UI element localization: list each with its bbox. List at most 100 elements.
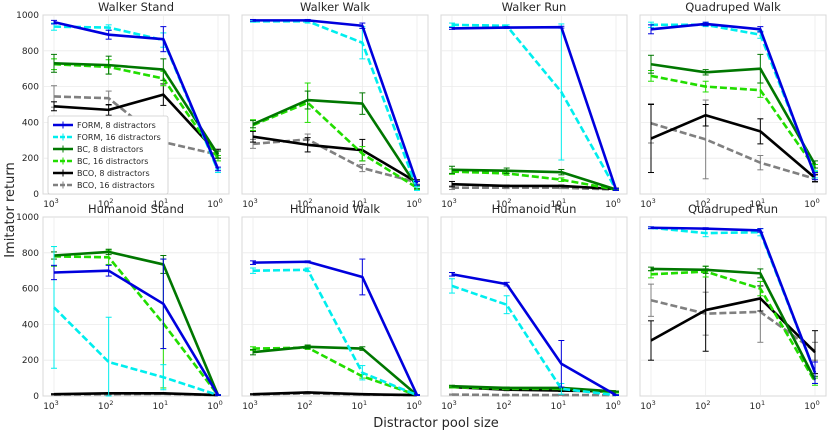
- error-bar: [757, 155, 764, 171]
- error-bar: [503, 167, 510, 174]
- error-bar: [359, 146, 366, 162]
- error-bar: [250, 348, 256, 356]
- legend-frame: [47, 115, 169, 195]
- x-tick-label: 102: [496, 399, 512, 412]
- legend-entry-form-8-distractors: FORM, 8 distractors: [53, 121, 156, 130]
- panel-title: Quadruped Run: [688, 202, 778, 216]
- error-bar: [613, 394, 619, 396]
- error-bar: [304, 267, 311, 273]
- x-tick-label: 101: [750, 399, 766, 412]
- error-bar: [757, 280, 764, 297]
- x-tick-label: 103: [640, 197, 656, 210]
- panel-title: Humanoid Walk: [290, 202, 381, 216]
- x-tick-label: 100: [804, 399, 820, 412]
- y-tick-label: 600: [22, 83, 39, 93]
- panel-frame: [241, 14, 429, 195]
- error-bar: [105, 248, 112, 256]
- error-bar: [160, 364, 167, 391]
- series-line: [53, 62, 220, 159]
- error-bar: [503, 386, 510, 390]
- x-tick-label: 103: [242, 197, 258, 210]
- error-bar: [558, 23, 565, 161]
- legend-label: FORM, 16 distractors: [77, 133, 161, 142]
- series-line: [252, 138, 418, 184]
- x-tick-label: 102: [297, 197, 313, 210]
- series-line: [650, 22, 817, 177]
- series-line: [252, 345, 418, 397]
- x-tick-label: 101: [153, 399, 169, 412]
- series-line: [650, 270, 817, 383]
- series-form-8-distractors: [250, 18, 420, 186]
- legend-label: BCO, 8 distractors: [77, 169, 150, 178]
- x-tick-label: 101: [352, 197, 368, 210]
- error-bar: [648, 283, 654, 317]
- error-bar: [702, 69, 709, 76]
- x-tick-label: 103: [441, 197, 457, 210]
- error-bar: [359, 346, 366, 351]
- series-line: [53, 255, 220, 396]
- series-line: [451, 273, 617, 397]
- error-bar: [648, 54, 654, 74]
- y-tick-label: 0: [33, 392, 39, 402]
- panel-frame: [241, 216, 429, 397]
- series-line: [252, 98, 419, 188]
- error-bar: [304, 18, 311, 22]
- x-tick-label: 100: [605, 399, 621, 412]
- error-bar: [51, 19, 57, 25]
- error-bar: [250, 267, 256, 274]
- error-bar: [449, 180, 455, 188]
- series-bc-8-distractors: [648, 265, 818, 384]
- series-line: [252, 268, 418, 397]
- series-form-8-distractors: [250, 258, 420, 396]
- error-bar: [304, 90, 311, 110]
- series-line: [252, 135, 418, 184]
- series-line: [650, 62, 817, 166]
- series-line: [451, 384, 617, 393]
- y-tick-label: 200: [22, 356, 39, 366]
- error-bar: [51, 101, 57, 112]
- x-tick-label: 102: [98, 197, 114, 210]
- error-bar: [414, 186, 420, 191]
- error-bar: [503, 281, 510, 287]
- panel-title: Walker Run: [502, 0, 567, 14]
- error-bar: [648, 104, 654, 174]
- panel-frame: [42, 216, 230, 397]
- error-bar: [105, 29, 112, 40]
- error-bar: [160, 58, 167, 81]
- series-form-8-distractors: [648, 21, 818, 181]
- error-bar: [304, 137, 311, 153]
- error-bar: [359, 92, 366, 115]
- panel-frame: [440, 14, 628, 195]
- series-form-8-distractors: [449, 25, 619, 191]
- error-bar: [757, 53, 764, 84]
- error-bar: [51, 264, 57, 281]
- legend-entry-bc-8-distractors: BC, 8 distractors: [53, 145, 143, 154]
- error-bar: [51, 53, 57, 73]
- panel-walker-walk: 103 102 101 100 Walker Walk: [241, 0, 429, 210]
- x-tick-label: 100: [406, 197, 422, 210]
- panel-quadruped-walk: 103 102 101 100 Quadruped Walk: [639, 0, 827, 210]
- x-tick-label: 103: [242, 399, 258, 412]
- y-tick-label: 400: [22, 118, 39, 128]
- x-tick-label: 100: [605, 197, 621, 210]
- series-form-8-distractors: [51, 258, 221, 396]
- x-tick-label: 103: [640, 399, 656, 412]
- error-bar: [160, 26, 167, 53]
- error-bar: [702, 80, 709, 93]
- error-bar: [105, 264, 112, 277]
- error-bar: [702, 21, 709, 27]
- x-tick-label: 102: [98, 399, 114, 412]
- series-line: [53, 95, 219, 156]
- panel-humanoid-walk: 103 102 101 100 Humanoid Walk: [241, 202, 429, 412]
- error-bar: [359, 163, 366, 173]
- error-bar: [250, 120, 256, 129]
- panel-humanoid-stand: 0 200 400 600 800 1000 103 102 101 100 Humanoid St…: [16, 202, 230, 412]
- error-bar: [757, 118, 764, 145]
- y-tick-label: 0: [33, 190, 39, 200]
- series-form-8-distractors: [449, 271, 619, 397]
- series-line: [252, 346, 418, 397]
- series-line: [451, 182, 617, 191]
- error-bar: [648, 266, 654, 272]
- x-tick-label: 102: [695, 399, 711, 412]
- error-bar: [648, 226, 654, 230]
